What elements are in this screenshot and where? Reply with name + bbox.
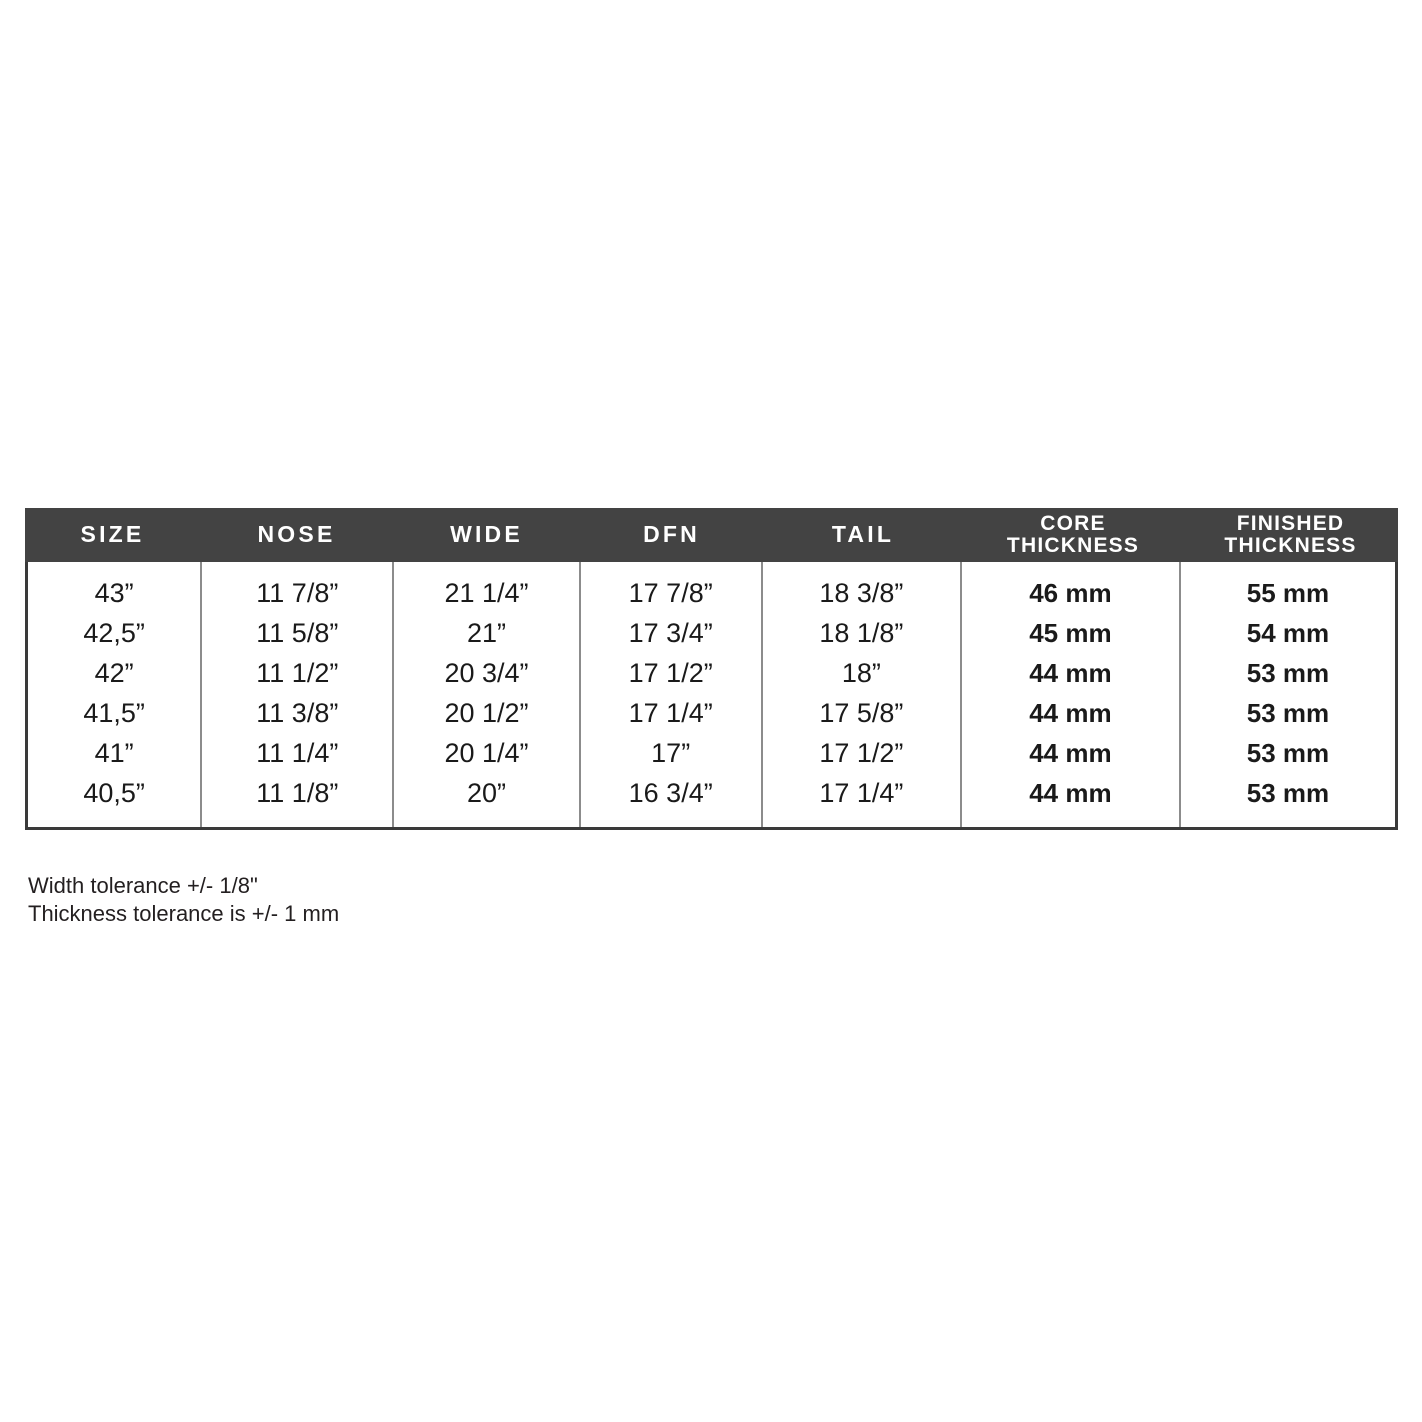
table-cell: 53 mm — [1246, 697, 1330, 728]
table-cell: 20” — [466, 777, 506, 808]
column-header-finished-thickness: FINISHED THICKNESS — [1183, 508, 1398, 562]
table-cell: 17 1/2” — [628, 657, 713, 688]
table-cell: 11 5/8” — [256, 617, 339, 648]
column-header-wide: WIDE — [393, 508, 580, 562]
table-column-finished-thickness: 55 mm 54 mm 53 mm 53 mm 53 mm 53 mm — [1181, 562, 1395, 827]
column-header-core-thickness-line1: CORE — [1040, 512, 1106, 536]
table-cell: 41,5” — [83, 697, 145, 728]
table-cell: 53 mm — [1246, 737, 1330, 768]
table-cell: 18 1/8” — [819, 617, 904, 648]
table-cell: 11 7/8” — [256, 577, 339, 608]
table-cell: 42,5” — [83, 617, 145, 648]
table-body: 43” 42,5” 42” 41,5” 41” 40,5” 11 7/8” 11… — [25, 562, 1398, 830]
footnote-width-tolerance: Width tolerance +/- 1/8" — [28, 873, 258, 898]
column-header-nose: NOSE — [200, 508, 393, 562]
column-header-size: SIZE — [25, 508, 200, 562]
table-cell: 55 mm — [1246, 577, 1330, 608]
table-cell: 17 1/4” — [819, 777, 904, 808]
table-cell: 11 1/8” — [256, 777, 339, 808]
table-cell: 41” — [94, 737, 134, 768]
table-cell: 11 3/8” — [256, 697, 339, 728]
column-header-finished-thickness-line1: FINISHED — [1236, 512, 1345, 536]
table-cell: 17 3/4” — [628, 617, 713, 648]
table-column-nose: 11 7/8” 11 5/8” 11 1/2” 11 3/8” 11 1/4” … — [202, 562, 395, 827]
table-cell: 17 1/2” — [819, 737, 904, 768]
table-cell: 17 1/4” — [628, 697, 713, 728]
column-header-dfn: DFN — [580, 508, 763, 562]
table-cell: 42” — [94, 657, 134, 688]
table-cell: 20 1/2” — [444, 697, 529, 728]
size-chart-table: SIZE NOSE WIDE DFN TAIL CORE THICKNESS F… — [25, 508, 1398, 830]
table-header-row: SIZE NOSE WIDE DFN TAIL CORE THICKNESS F… — [25, 508, 1398, 562]
table-cell: 53 mm — [1246, 777, 1330, 808]
table-cell: 11 1/4” — [256, 737, 339, 768]
table-cell: 18” — [841, 657, 881, 688]
column-header-tail-line1: TAIL — [831, 521, 895, 548]
table-column-core-thickness: 46 mm 45 mm 44 mm 44 mm 44 mm 44 mm — [962, 562, 1181, 827]
table-cell: 20 1/4” — [444, 737, 529, 768]
column-header-size-line1: SIZE — [80, 521, 145, 548]
column-header-wide-line1: WIDE — [450, 521, 523, 548]
footnote-thickness-tolerance: Thickness tolerance is +/- 1 mm — [28, 901, 340, 926]
table-cell: 53 mm — [1246, 657, 1330, 688]
table-cell: 45 mm — [1029, 617, 1112, 648]
table-cell: 18 3/8” — [819, 577, 904, 608]
table-cell: 44 mm — [1029, 737, 1112, 768]
column-header-finished-thickness-line2: THICKNESS — [1224, 534, 1357, 557]
table-cell: 17 7/8” — [628, 577, 713, 608]
table-column-wide: 21 1/4” 21” 20 3/4” 20 1/2” 20 1/4” 20” — [394, 562, 581, 827]
table-footnotes: Width tolerance +/- 1/8" Thickness toler… — [28, 872, 628, 928]
table-cell: 44 mm — [1029, 777, 1112, 808]
table-cell: 21 1/4” — [444, 577, 529, 608]
table-cell: 44 mm — [1029, 697, 1112, 728]
column-header-nose-line1: NOSE — [257, 521, 336, 548]
table-cell: 16 3/4” — [628, 777, 713, 808]
table-cell: 11 1/2” — [256, 657, 339, 688]
column-header-core-thickness: CORE THICKNESS — [963, 508, 1183, 562]
table-cell: 54 mm — [1246, 617, 1330, 648]
column-header-core-thickness-line2: THICKNESS — [1006, 534, 1140, 557]
table-column-dfn: 17 7/8” 17 3/4” 17 1/2” 17 1/4” 17” 16 3… — [581, 562, 763, 827]
table-cell: 20 3/4” — [444, 657, 529, 688]
table-cell: 43” — [94, 577, 134, 608]
table-cell: 21” — [466, 617, 506, 648]
table-column-size: 43” 42,5” 42” 41,5” 41” 40,5” — [28, 562, 203, 827]
column-header-dfn-line1: DFN — [643, 521, 700, 548]
table-cell: 46 mm — [1029, 577, 1112, 608]
table-cell: 44 mm — [1029, 657, 1112, 688]
table-cell: 17 5/8” — [819, 697, 904, 728]
table-cell: 17” — [651, 737, 691, 768]
table-cell: 40,5” — [83, 777, 145, 808]
column-header-tail: TAIL — [763, 508, 963, 562]
table-column-tail: 18 3/8” 18 1/8” 18” 17 5/8” 17 1/2” 17 1… — [763, 562, 962, 827]
